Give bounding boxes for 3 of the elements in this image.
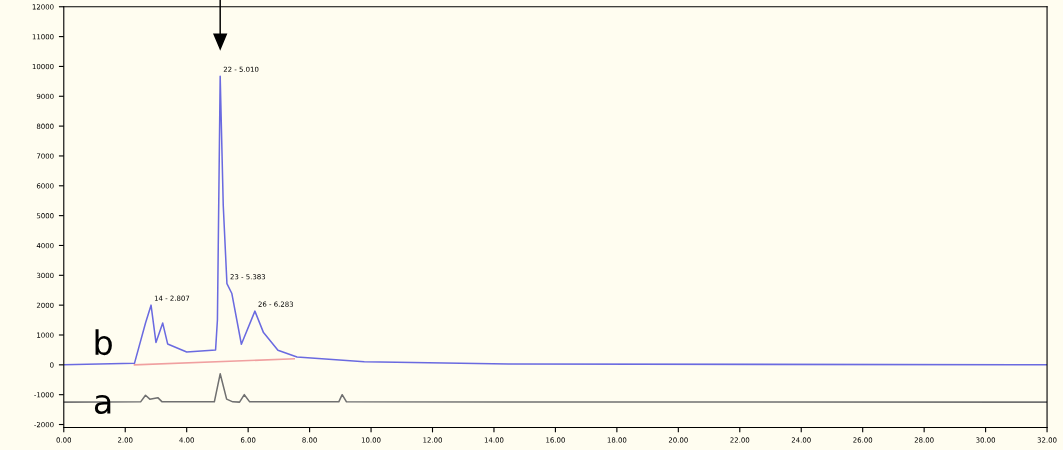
annotation: a [94, 394, 111, 415]
line-series [63, 75, 1048, 366]
annotation: b [95, 329, 112, 356]
